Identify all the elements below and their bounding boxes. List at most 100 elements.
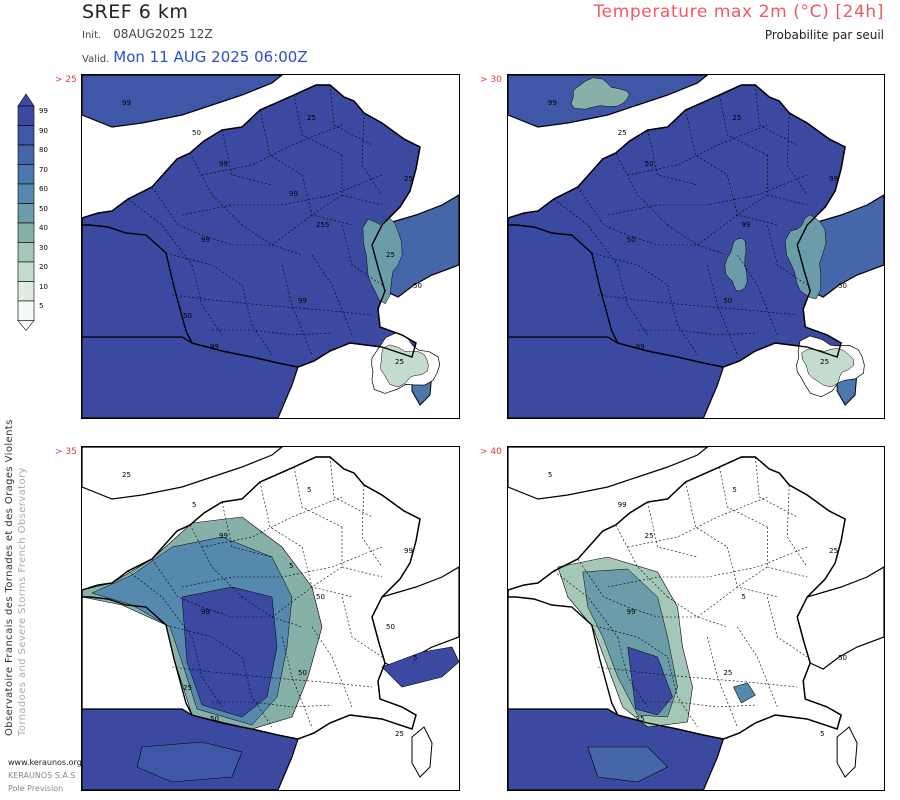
prob-fringe-england — [570, 77, 630, 110]
contour-label: 5 — [413, 654, 417, 662]
legend-swatch-70 — [17, 164, 35, 185]
map-40: 5 25 5 50 25 5 25 99 25 5 99 — [508, 447, 884, 790]
credit-website[interactable]: www.keraunos.org — [8, 758, 82, 767]
prob-area-spain — [136, 741, 243, 783]
contour-label: 99 — [201, 236, 210, 244]
contour-label: 99 — [289, 190, 298, 198]
legend-label-10: 10 — [39, 282, 48, 291]
department-boundaries — [127, 84, 383, 356]
legend-label-40: 40 — [39, 224, 48, 232]
france-border — [82, 456, 421, 740]
legend-bar-svg — [17, 93, 35, 331]
credit-department: Pole Prevision — [8, 784, 64, 793]
map-30: 99 50 99 50 99 25 99 50 50 25 25 — [508, 75, 884, 418]
prob-fringe-alps — [784, 214, 827, 300]
prob-area-spain — [587, 746, 669, 783]
contour-label: 50 — [645, 160, 654, 168]
contour-label: 99 — [219, 160, 228, 168]
legend-label-5: 5 — [39, 302, 44, 310]
valid-label: Valid. — [82, 54, 110, 65]
prob-fringe-massif — [724, 237, 748, 292]
contour-label: 25 — [122, 471, 131, 479]
valid-value: Mon 11 AUG 2025 06:00Z — [113, 48, 308, 66]
contour-label: 50 — [627, 236, 636, 244]
threshold-label-35: > 35 — [55, 447, 77, 457]
contour-label: 50 — [413, 282, 422, 290]
credit-company: KERAUNOS S.A.S — [8, 771, 76, 780]
legend-label-60: 60 — [39, 185, 48, 193]
init-line: Init. 08AUG2025 12Z — [82, 27, 213, 41]
parameter-title: Temperature max 2m (°C) [24h] — [593, 2, 884, 22]
legend-swatch-99 — [17, 105, 35, 126]
threshold-label-25: > 25 — [55, 75, 77, 85]
contour-label: 5 — [307, 486, 311, 494]
contour-labels: 25 99 50 5 50 5 99 99 50 25 5 5 50 25 — [122, 471, 417, 738]
corsica-landmass — [411, 726, 433, 778]
init-label: Init. — [82, 30, 102, 41]
legend-swatch-50 — [17, 203, 35, 224]
contour-label: 5 — [732, 486, 736, 494]
department-boundaries — [553, 456, 808, 728]
contour-label: 99 — [548, 99, 557, 107]
england-landmass — [82, 75, 283, 128]
legend-swatch-90 — [17, 125, 35, 146]
model-title: SREF 6 km — [82, 1, 189, 23]
legend-swatch-10 — [17, 281, 35, 302]
observatory-name-fr: Observatoire Francais des Tornades et de… — [4, 419, 15, 736]
contour-label: 99 — [122, 99, 131, 107]
legend-label-70: 70 — [39, 165, 48, 174]
contour-label: 25 — [829, 547, 838, 555]
map-panel-30: 99 50 99 50 99 25 99 50 50 25 25 — [507, 74, 885, 419]
contour-label: 25 — [395, 358, 404, 366]
contour-label: 99 — [210, 343, 219, 351]
contour-label: 50 — [386, 623, 395, 631]
contour-label: 25 — [395, 730, 404, 738]
contour-label: 50 — [723, 297, 732, 305]
legend-label-50: 50 — [39, 204, 48, 213]
contour-label: 99 — [404, 547, 413, 555]
map-panel-35: 25 99 50 5 50 5 99 99 50 25 5 5 50 25 — [81, 446, 460, 791]
contour-label: 50 — [183, 312, 192, 320]
map-35: 25 99 50 5 50 5 99 99 50 25 5 5 50 25 — [82, 447, 459, 790]
contour-label: 50 — [838, 654, 847, 662]
contour-label: 25 — [183, 684, 192, 692]
prob-fringe-alps — [362, 217, 403, 305]
contour-label: 50 — [838, 282, 847, 290]
prob-area-high — [627, 646, 673, 716]
contour-label: 50 — [192, 129, 201, 137]
department-boundaries — [553, 84, 808, 356]
legend-bottom-arrow — [17, 320, 35, 331]
contour-label: 99 — [636, 343, 645, 351]
init-value: 08AUG2025 12Z — [113, 27, 213, 41]
contour-label: 50 — [210, 715, 219, 723]
department-boundaries — [127, 456, 383, 728]
prob-area-small — [732, 682, 756, 704]
legend-label-99: 99 — [39, 107, 48, 115]
france-border — [82, 84, 421, 368]
map-25: 99 99 255 50 99 25 25 99 99 25 50 99 25 50 — [82, 75, 459, 418]
contour-label: 25 — [307, 114, 316, 122]
legend-label-20: 20 — [39, 263, 48, 271]
contour-label: 99 — [829, 175, 838, 183]
legend-swatch-30 — [17, 242, 35, 263]
contour-label: 5 — [820, 730, 824, 738]
contour-labels: 99 99 255 50 99 25 25 99 99 25 50 99 25 50 — [122, 99, 422, 366]
observatory-name-en: Tornadoes and Severe Storms French Obser… — [17, 467, 28, 736]
contour-label: 5 — [741, 593, 745, 601]
legend-top-arrow — [17, 93, 35, 107]
contour-label: 99 — [618, 501, 627, 509]
map-panel-40: 5 25 5 50 25 5 25 99 25 5 99 — [507, 446, 885, 791]
contour-label: 25 — [618, 129, 627, 137]
probability-legend: 99 90 80 70 60 50 40 30 20 10 5 — [14, 93, 54, 331]
valid-line: Valid. Mon 11 AUG 2025 06:00Z — [82, 48, 308, 66]
prob-area-high — [181, 586, 278, 718]
contour-label: 99 — [298, 297, 307, 305]
legend-swatch-60 — [17, 183, 35, 204]
map-panel-25: 99 99 255 50 99 25 25 99 99 25 50 99 25 50 — [81, 74, 460, 419]
contour-label: 25 — [732, 114, 741, 122]
england-landmass — [82, 447, 283, 500]
threshold-label-40: > 40 — [480, 447, 502, 457]
contour-labels: 99 50 99 50 99 25 99 50 50 25 25 — [548, 99, 847, 366]
contour-label: 50 — [316, 593, 325, 601]
contour-label: 99 — [219, 532, 228, 540]
